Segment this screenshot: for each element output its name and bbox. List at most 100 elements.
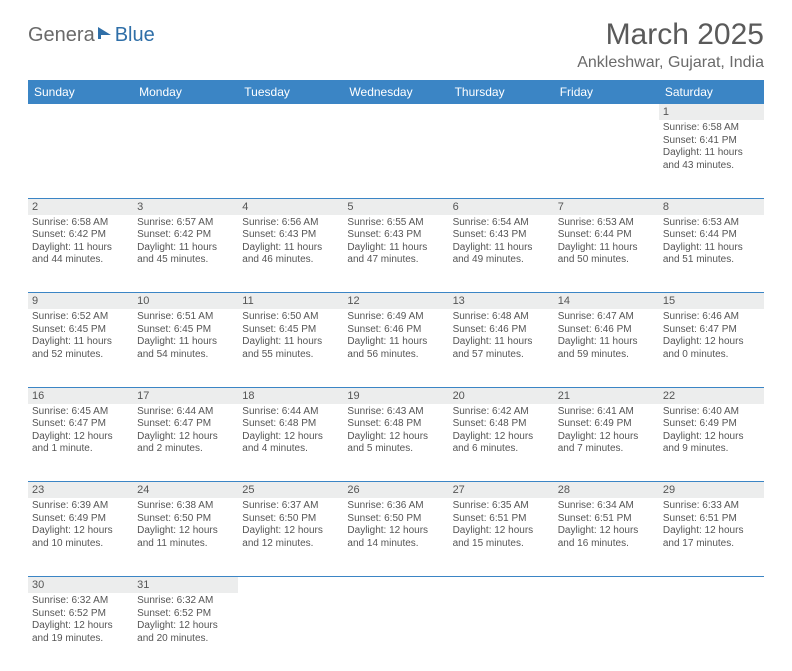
day-number: 1 [659, 104, 764, 120]
day-cell [343, 120, 448, 198]
day-number-cell: 15 [659, 293, 764, 310]
sunset-text: Sunset: 6:51 PM [558, 513, 655, 526]
day-number-cell: 2 [28, 198, 133, 215]
day-cell: Sunrise: 6:47 AMSunset: 6:46 PMDaylight:… [554, 309, 659, 387]
day-cell: Sunrise: 6:52 AMSunset: 6:45 PMDaylight:… [28, 309, 133, 387]
day-number [238, 577, 343, 593]
day-details: Sunrise: 6:52 AMSunset: 6:45 PMDaylight:… [28, 309, 133, 365]
sunset-text: Sunset: 6:42 PM [137, 229, 234, 242]
day-cell [449, 120, 554, 198]
sunrise-text: Sunrise: 6:36 AM [347, 500, 444, 513]
day-details: Sunrise: 6:41 AMSunset: 6:49 PMDaylight:… [554, 404, 659, 460]
day-number-cell: 6 [449, 198, 554, 215]
daylight-text: Daylight: 12 hours and 1 minute. [32, 431, 129, 456]
sunrise-text: Sunrise: 6:48 AM [453, 311, 550, 324]
weekday-header: Friday [554, 80, 659, 104]
day-cell [343, 593, 448, 671]
weekday-header: Saturday [659, 80, 764, 104]
week-daynum-row: 2345678 [28, 198, 764, 215]
day-number [659, 577, 764, 593]
flag-icon [98, 24, 114, 47]
day-number: 13 [449, 293, 554, 309]
day-number-cell [238, 104, 343, 120]
sunset-text: Sunset: 6:46 PM [347, 324, 444, 337]
sunset-text: Sunset: 6:51 PM [663, 513, 760, 526]
day-cell: Sunrise: 6:55 AMSunset: 6:43 PMDaylight:… [343, 215, 448, 293]
day-number-cell [659, 576, 764, 593]
sunset-text: Sunset: 6:41 PM [663, 135, 760, 148]
sunrise-text: Sunrise: 6:35 AM [453, 500, 550, 513]
day-cell: Sunrise: 6:45 AMSunset: 6:47 PMDaylight:… [28, 404, 133, 482]
day-number-cell: 23 [28, 482, 133, 499]
sunrise-text: Sunrise: 6:49 AM [347, 311, 444, 324]
calendar-table: Sunday Monday Tuesday Wednesday Thursday… [28, 80, 764, 671]
sunset-text: Sunset: 6:49 PM [32, 513, 129, 526]
day-number: 30 [28, 577, 133, 593]
day-number: 10 [133, 293, 238, 309]
day-number [343, 104, 448, 120]
daylight-text: Daylight: 12 hours and 2 minutes. [137, 431, 234, 456]
day-number: 5 [343, 199, 448, 215]
day-cell [659, 593, 764, 671]
day-details: Sunrise: 6:49 AMSunset: 6:46 PMDaylight:… [343, 309, 448, 365]
daylight-text: Daylight: 12 hours and 6 minutes. [453, 431, 550, 456]
daylight-text: Daylight: 12 hours and 4 minutes. [242, 431, 339, 456]
sunset-text: Sunset: 6:48 PM [453, 418, 550, 431]
day-number: 29 [659, 482, 764, 498]
sunrise-text: Sunrise: 6:52 AM [32, 311, 129, 324]
day-number [28, 104, 133, 120]
day-number: 17 [133, 388, 238, 404]
day-cell [554, 593, 659, 671]
day-cell: Sunrise: 6:58 AMSunset: 6:41 PMDaylight:… [659, 120, 764, 198]
week-body-row: Sunrise: 6:45 AMSunset: 6:47 PMDaylight:… [28, 404, 764, 482]
day-details: Sunrise: 6:53 AMSunset: 6:44 PMDaylight:… [554, 215, 659, 271]
daylight-text: Daylight: 11 hours and 54 minutes. [137, 336, 234, 361]
week-body-row: Sunrise: 6:32 AMSunset: 6:52 PMDaylight:… [28, 593, 764, 671]
daylight-text: Daylight: 12 hours and 11 minutes. [137, 525, 234, 550]
day-number-cell: 11 [238, 293, 343, 310]
daylight-text: Daylight: 12 hours and 14 minutes. [347, 525, 444, 550]
day-cell: Sunrise: 6:49 AMSunset: 6:46 PMDaylight:… [343, 309, 448, 387]
week-daynum-row: 1 [28, 104, 764, 120]
daylight-text: Daylight: 11 hours and 56 minutes. [347, 336, 444, 361]
sunrise-text: Sunrise: 6:53 AM [558, 217, 655, 230]
day-number-cell: 12 [343, 293, 448, 310]
day-number-cell: 31 [133, 576, 238, 593]
day-number [133, 104, 238, 120]
day-cell: Sunrise: 6:57 AMSunset: 6:42 PMDaylight:… [133, 215, 238, 293]
day-number: 9 [28, 293, 133, 309]
sunrise-text: Sunrise: 6:32 AM [137, 595, 234, 608]
day-cell: Sunrise: 6:50 AMSunset: 6:45 PMDaylight:… [238, 309, 343, 387]
daylight-text: Daylight: 12 hours and 5 minutes. [347, 431, 444, 456]
day-number [343, 577, 448, 593]
day-number: 3 [133, 199, 238, 215]
day-cell: Sunrise: 6:32 AMSunset: 6:52 PMDaylight:… [133, 593, 238, 671]
day-number: 15 [659, 293, 764, 309]
day-cell: Sunrise: 6:40 AMSunset: 6:49 PMDaylight:… [659, 404, 764, 482]
sunrise-text: Sunrise: 6:32 AM [32, 595, 129, 608]
day-number-cell: 17 [133, 387, 238, 404]
week-daynum-row: 9101112131415 [28, 293, 764, 310]
day-number-cell [28, 104, 133, 120]
day-cell: Sunrise: 6:42 AMSunset: 6:48 PMDaylight:… [449, 404, 554, 482]
location-text: Ankleshwar, Gujarat, India [577, 54, 764, 72]
daylight-text: Daylight: 11 hours and 45 minutes. [137, 242, 234, 267]
day-cell: Sunrise: 6:38 AMSunset: 6:50 PMDaylight:… [133, 498, 238, 576]
day-details: Sunrise: 6:32 AMSunset: 6:52 PMDaylight:… [133, 593, 238, 649]
sunrise-text: Sunrise: 6:58 AM [663, 122, 760, 135]
day-cell: Sunrise: 6:43 AMSunset: 6:48 PMDaylight:… [343, 404, 448, 482]
day-number [449, 104, 554, 120]
day-cell: Sunrise: 6:32 AMSunset: 6:52 PMDaylight:… [28, 593, 133, 671]
day-number-cell [343, 576, 448, 593]
daylight-text: Daylight: 12 hours and 0 minutes. [663, 336, 760, 361]
daylight-text: Daylight: 11 hours and 49 minutes. [453, 242, 550, 267]
sunrise-text: Sunrise: 6:37 AM [242, 500, 339, 513]
day-number-cell [449, 576, 554, 593]
day-cell: Sunrise: 6:39 AMSunset: 6:49 PMDaylight:… [28, 498, 133, 576]
daylight-text: Daylight: 11 hours and 46 minutes. [242, 242, 339, 267]
week-body-row: Sunrise: 6:58 AMSunset: 6:42 PMDaylight:… [28, 215, 764, 293]
day-cell: Sunrise: 6:53 AMSunset: 6:44 PMDaylight:… [659, 215, 764, 293]
day-details: Sunrise: 6:42 AMSunset: 6:48 PMDaylight:… [449, 404, 554, 460]
day-number: 22 [659, 388, 764, 404]
daylight-text: Daylight: 12 hours and 7 minutes. [558, 431, 655, 456]
